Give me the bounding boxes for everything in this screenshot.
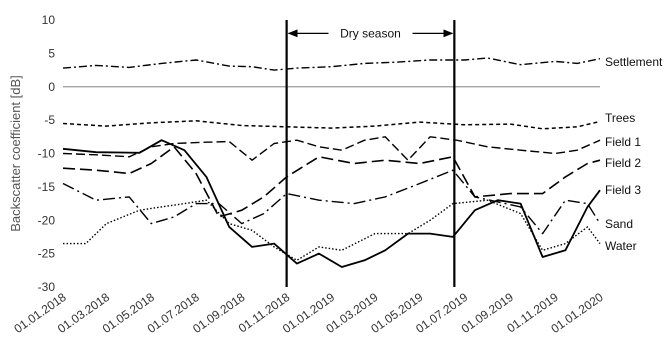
y-tick-label: 5: [48, 46, 55, 60]
annotation-layer: Dry season: [285, 20, 456, 287]
series-layer: Settlement Trees Field 1 Field 2 Field 3 Sand…: [62, 55, 663, 268]
y-tick-label: -10: [38, 147, 56, 161]
y-tick-label: -30: [38, 280, 56, 294]
series-label-field-1: Field 1: [605, 135, 641, 149]
dry-season-label: Dry season: [340, 26, 401, 40]
series-line-settlement: [62, 57, 601, 71]
y-tick-label: 10: [42, 13, 56, 27]
series-line-sand: [62, 169, 601, 235]
series-line-field-1: [62, 136, 601, 161]
series-label-settlement: Settlement: [605, 55, 663, 69]
y-axis-label: Backscatter coefficient [dB]: [8, 75, 23, 232]
y-tick-label: -20: [38, 213, 56, 227]
series-line-trees: [62, 120, 601, 130]
series-line-water: [63, 199, 601, 261]
series-label-sand: Sand: [605, 217, 633, 231]
y-tick-label: 0: [48, 80, 55, 94]
axis-layer: 10 5 0 -5 -10 -15 -20 -25 -30 Backscatter coeffic…: [8, 13, 606, 336]
y-tick-label: -5: [44, 113, 55, 127]
series-label-field-3: Field 3: [605, 183, 641, 197]
series-line-field-3: [62, 139, 601, 268]
y-tick-label: -25: [38, 247, 56, 261]
series-label-field-2: Field 2: [605, 156, 641, 170]
series-label-trees: Trees: [605, 111, 635, 125]
series-label-water: Water: [605, 239, 637, 253]
y-tick-label: -15: [38, 180, 56, 194]
